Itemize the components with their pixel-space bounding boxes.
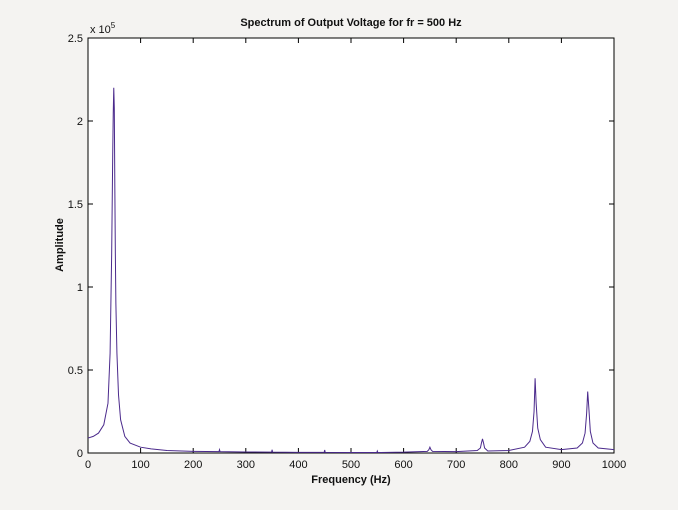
x-tick-labels: 0 100 200 300 400 500 600 700 800 900 1000: [85, 459, 626, 471]
x-tick-label: 400: [289, 459, 307, 471]
x-tick-label: 500: [342, 459, 360, 471]
chart-title: Spectrum of Output Voltage for fr = 500 …: [240, 17, 462, 29]
x-axis-label: Frequency (Hz): [311, 474, 391, 486]
series-line: [87, 87, 615, 454]
y-axis-label: Amplitude: [54, 218, 66, 272]
y-tick-label: 1.5: [68, 199, 83, 211]
x-tick-label: 200: [184, 459, 202, 471]
x-tick-label: 300: [237, 459, 255, 471]
plot-area: [87, 37, 615, 454]
x-tick-label: 900: [552, 459, 570, 471]
y-tick-label: 1: [77, 282, 83, 294]
x-tick-label: 600: [394, 459, 412, 471]
y-exponent-label: x 105: [90, 21, 116, 36]
y-tick-label: 0: [77, 448, 83, 460]
x-tick-label: 800: [500, 459, 518, 471]
x-tick-label: 0: [85, 459, 91, 471]
x-tick-label: 1000: [602, 459, 626, 471]
x-tick-label: 100: [131, 459, 149, 471]
x-tick-label: 700: [447, 459, 465, 471]
y-tick-label: 0.5: [68, 365, 83, 377]
y-tick-label: 2: [77, 116, 83, 128]
y-tick-labels: 0 0.5 1 1.5 2 2.5: [68, 33, 83, 460]
y-tick-label: 2.5: [68, 33, 83, 45]
